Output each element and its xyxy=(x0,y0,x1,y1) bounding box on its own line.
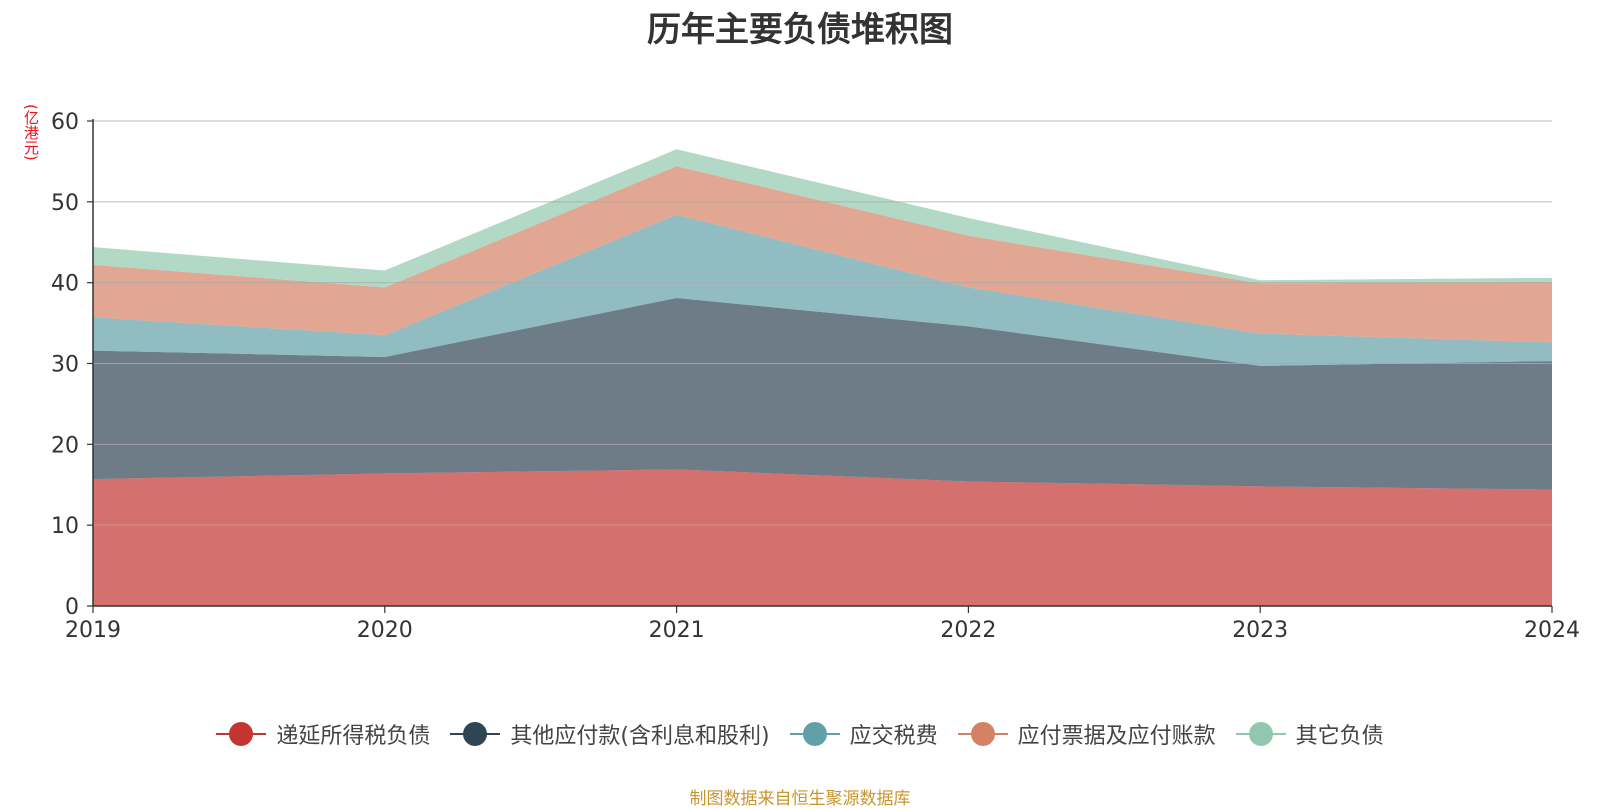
x-tick-label: 2024 xyxy=(1524,618,1580,643)
legend-item-0[interactable]: 递延所得税负债 xyxy=(216,718,430,750)
x-tick-label: 2022 xyxy=(940,618,996,643)
legend-label: 其它负债 xyxy=(1295,724,1384,749)
x-tick-label: 2020 xyxy=(357,618,413,643)
y-tick-label: 20 xyxy=(51,433,79,458)
y-tick-label: 40 xyxy=(51,272,79,297)
x-tick-label: 2021 xyxy=(649,618,705,643)
y-tick-label: 0 xyxy=(65,595,79,620)
source-note: 制图数据来自恒生聚源数据库 xyxy=(689,789,911,809)
x-tick-label: 2023 xyxy=(1232,618,1288,643)
legend-swatch xyxy=(789,722,840,746)
y-axis-unit-label: (亿港元) xyxy=(22,104,40,161)
area-series-3 xyxy=(93,166,1552,343)
legend-item-1[interactable]: 其他应付款(含利息和股利) xyxy=(450,718,770,750)
area-series-1 xyxy=(93,298,1552,490)
legend-item-2[interactable]: 应交税费 xyxy=(789,718,938,750)
area-series-4 xyxy=(93,149,1552,288)
x-tick-label: 2019 xyxy=(65,618,121,643)
legend-swatch xyxy=(1235,722,1286,746)
y-tick-label: 50 xyxy=(51,191,79,216)
legend-item-4[interactable]: 其它负债 xyxy=(1235,718,1384,750)
legend-swatch xyxy=(450,722,501,746)
area-series-0 xyxy=(93,469,1552,606)
legend-label: 应付票据及应付账款 xyxy=(1017,724,1216,749)
legend-label: 递延所得税负债 xyxy=(276,724,431,749)
legend-swatch xyxy=(957,722,1008,746)
chart-legend: 递延所得税负债 其他应付款(含利息和股利) 应交税费 应付票据及应付账款 其它负债 xyxy=(0,718,1600,750)
legend-label: 应交税费 xyxy=(849,724,938,749)
legend-label: 其他应付款(含利息和股利) xyxy=(510,724,770,749)
chart-title: 历年主要负债堆积图 xyxy=(647,10,953,50)
y-tick-label: 30 xyxy=(51,353,79,378)
area-series-2 xyxy=(93,214,1552,366)
y-tick-label: 60 xyxy=(51,110,79,135)
y-tick-label: 10 xyxy=(51,514,79,539)
legend-swatch xyxy=(216,722,267,746)
legend-item-3[interactable]: 应付票据及应付账款 xyxy=(957,718,1216,750)
